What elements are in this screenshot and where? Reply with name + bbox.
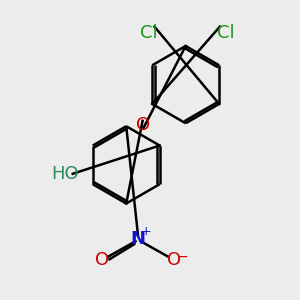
- Text: O: O: [136, 116, 150, 134]
- Text: Cl: Cl: [140, 24, 157, 42]
- Text: +: +: [141, 225, 152, 238]
- Text: Cl: Cl: [217, 24, 235, 42]
- Text: O: O: [167, 251, 181, 269]
- Text: HO: HO: [52, 165, 79, 183]
- Text: N: N: [130, 230, 146, 248]
- Text: O: O: [95, 251, 110, 269]
- Text: −: −: [177, 249, 188, 263]
